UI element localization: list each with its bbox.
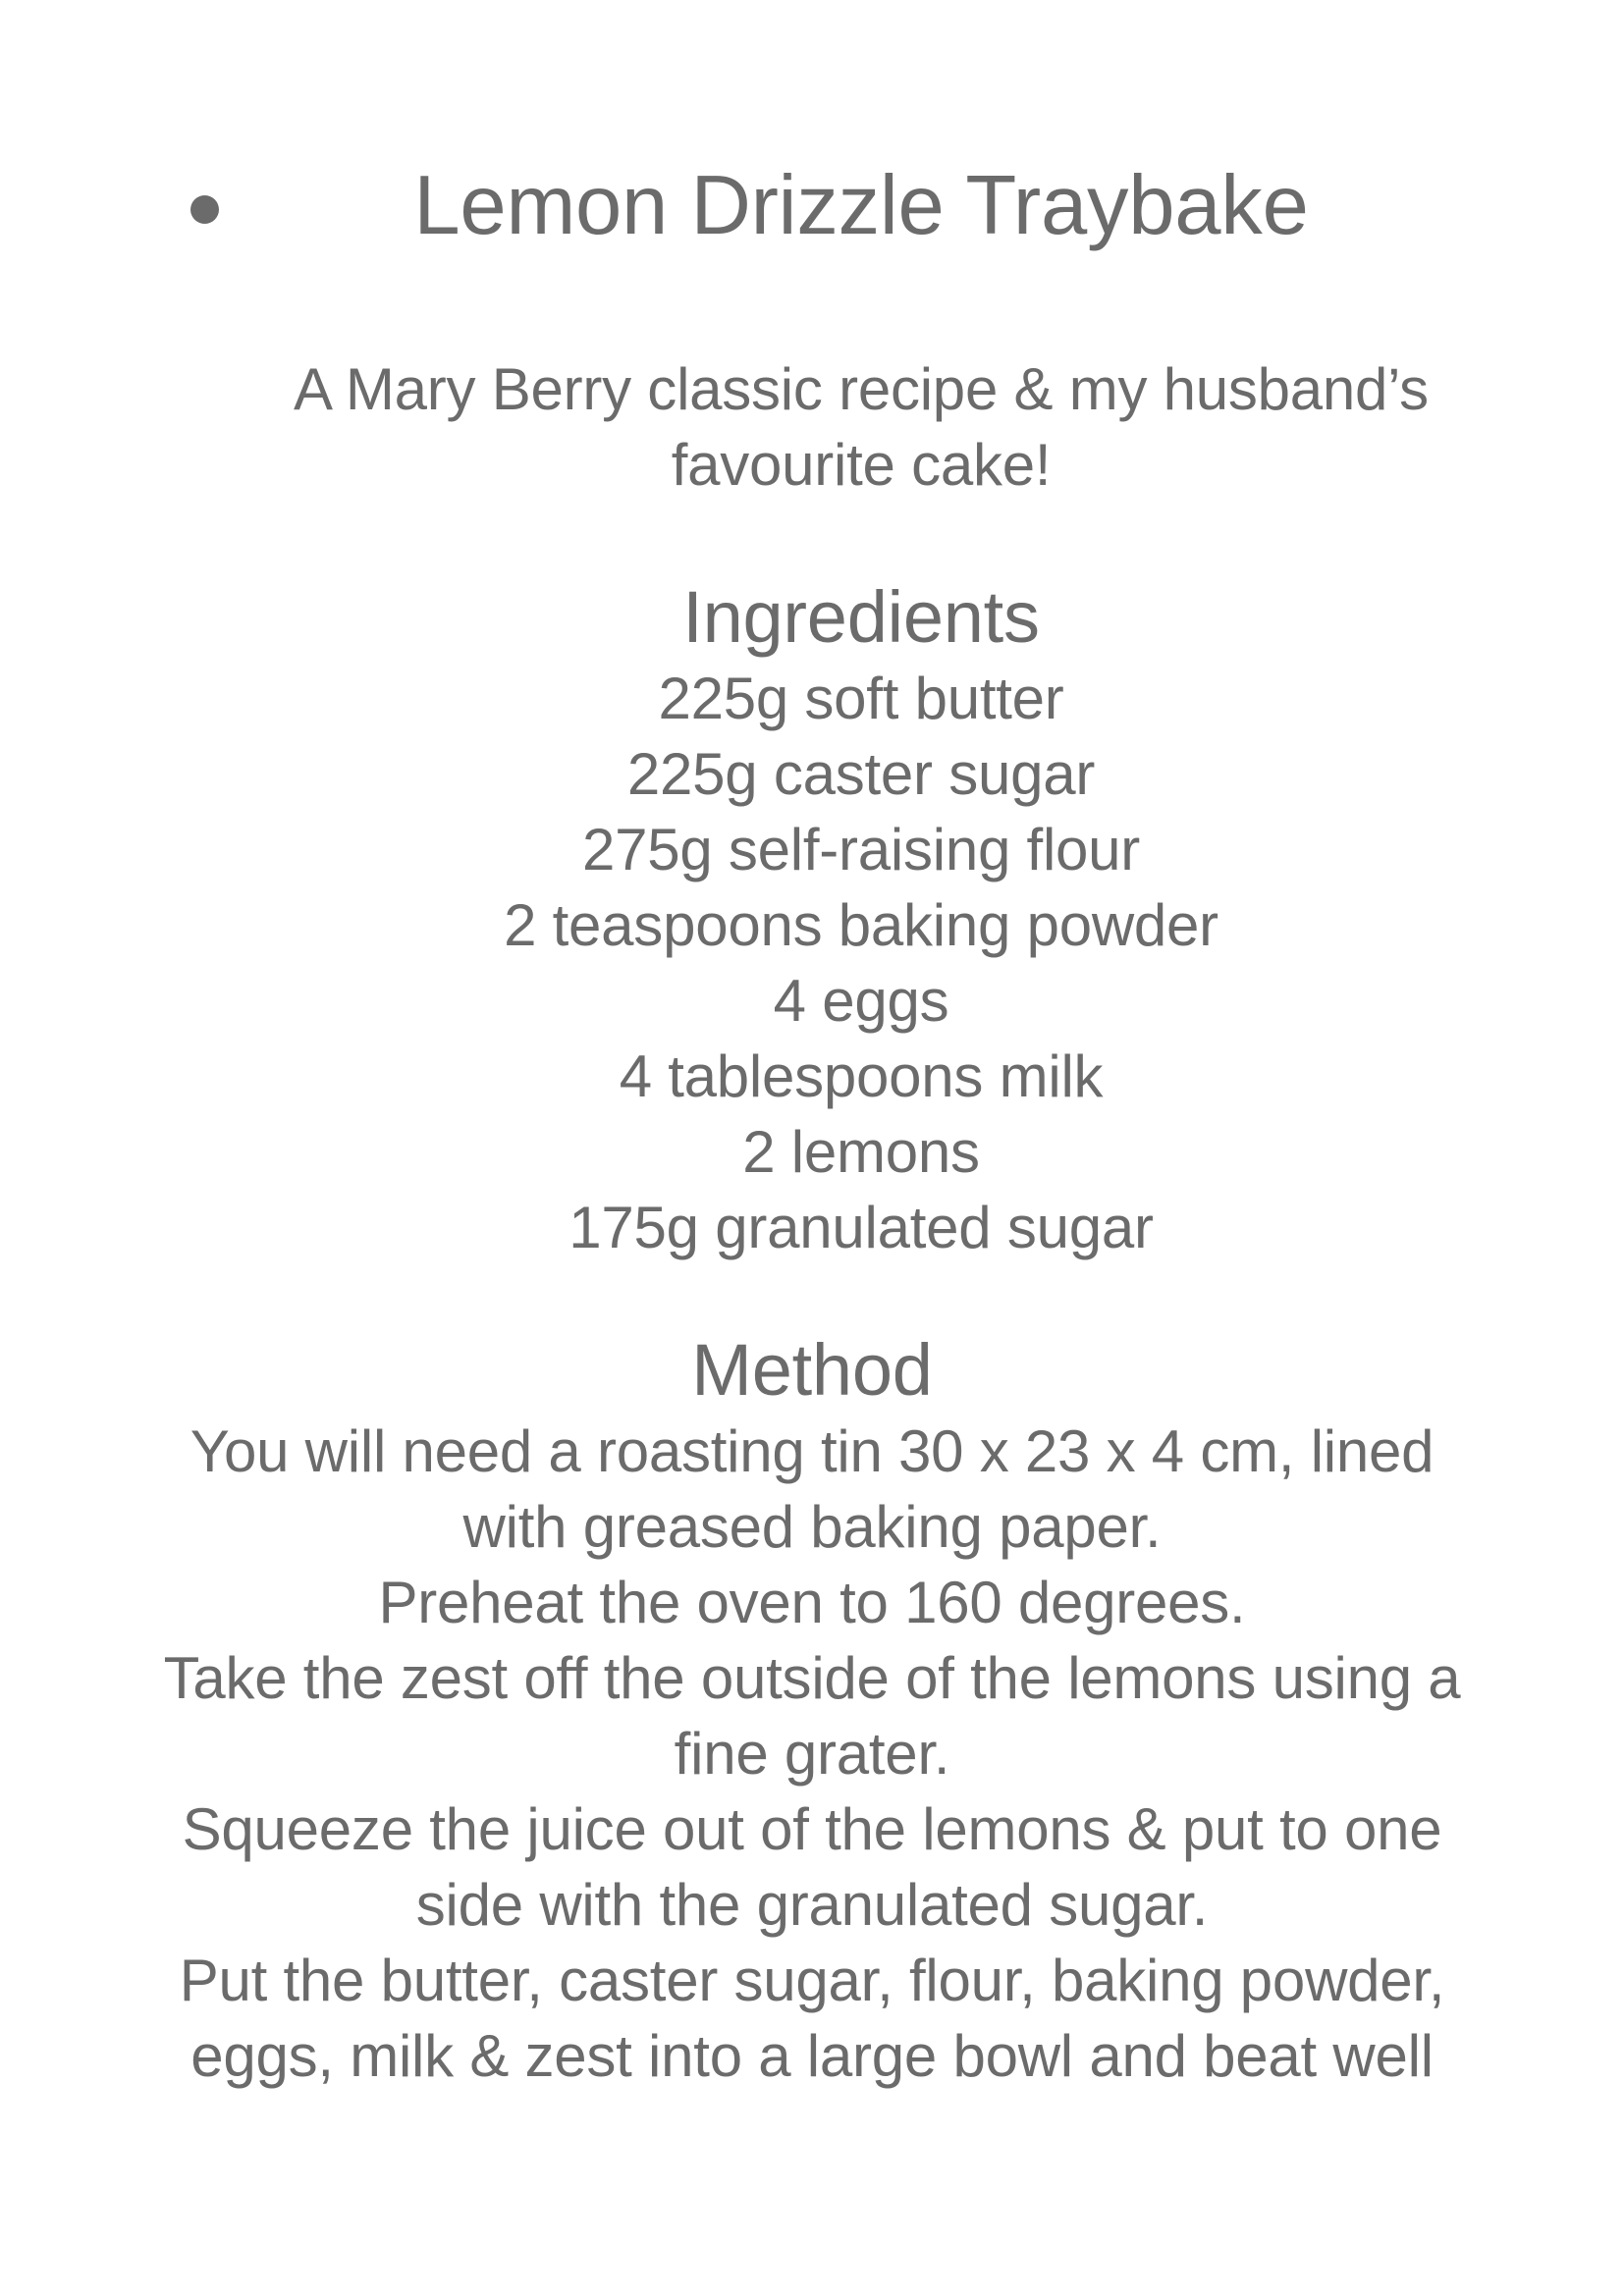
method-heading: Method [691,1329,933,1411]
ingredient-item: 175g granulated sugar [568,1195,1154,1260]
ingredients-list: 225g soft butter 225g caster sugar 275g … [49,661,1624,1265]
recipe-subtitle: A Mary Berry classic recipe & my husband… [49,351,1624,503]
method-steps: You will need a roasting tin 30 x 23 x 4… [0,1414,1624,2094]
method-line: Squeeze the juice out of the lemons & pu… [182,1796,1442,1862]
ingredient-item: 2 lemons [742,1119,980,1185]
method-line: Take the zest off the outside of the lem… [163,1645,1461,1711]
method-line: side with the granulated sugar. [415,1872,1209,1938]
bullet-icon [190,195,219,224]
ingredient-item: 225g caster sugar [626,741,1096,807]
ingredient-item: 4 tablespoons milk [619,1043,1104,1109]
ingredient-item: 4 eggs [773,968,949,1034]
page-title: Lemon Drizzle Traybake [413,159,1309,252]
ingredient-item: 2 teaspoons baking powder [504,892,1218,958]
ingredients-heading: Ingredients [682,576,1040,658]
method-line: Put the butter, caster sugar, flour, bak… [179,1948,1445,2013]
method-line: Preheat the oven to 160 degrees. [378,1570,1246,1635]
method-line: with greased baking paper. [462,1494,1162,1560]
subtitle-line: favourite cake! [671,432,1052,498]
method-line: fine grater. [674,1721,950,1787]
method-line: You will need a roasting tin 30 x 23 x 4… [189,1418,1435,1484]
subtitle-line: A Mary Berry classic recipe & my husband… [294,356,1429,422]
ingredient-item: 225g soft butter [658,666,1064,731]
title-ingredients-block: Lemon Drizzle Traybake A Mary Berry clas… [49,0,1624,1265]
ingredient-item: 275g self-raising flour [581,817,1141,882]
method-line: eggs, milk & zest into a large bowl and … [190,2023,1434,2089]
